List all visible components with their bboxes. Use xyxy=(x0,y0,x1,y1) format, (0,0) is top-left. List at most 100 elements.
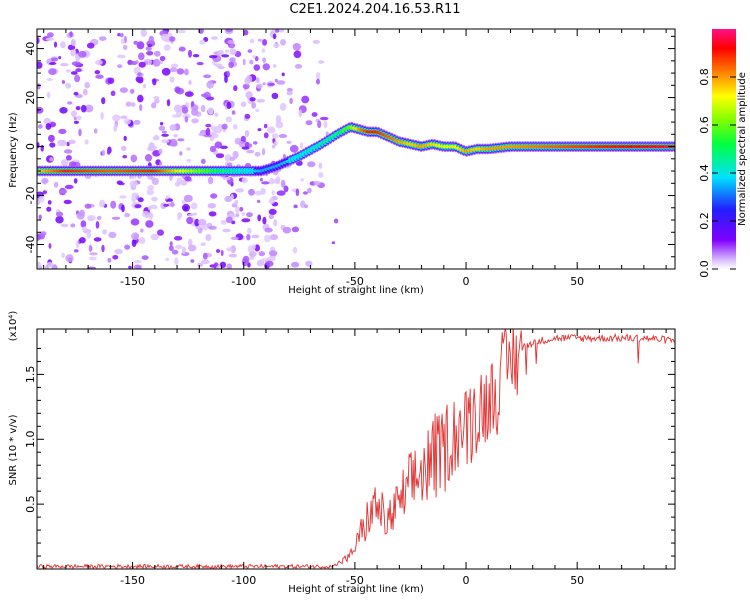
noise-speckle xyxy=(65,254,74,263)
colorbar-tick-label: 0.8 xyxy=(698,68,711,86)
noise-speckle xyxy=(138,237,146,245)
noise-speckle xyxy=(197,262,204,267)
noise-speckle xyxy=(94,70,101,75)
noise-speckle xyxy=(65,82,72,89)
noise-speckle xyxy=(165,257,170,261)
noise-speckle xyxy=(239,207,244,212)
noise-speckle xyxy=(176,68,185,75)
noise-speckle xyxy=(260,258,270,262)
noise-speckle xyxy=(195,226,201,230)
noise-speckle xyxy=(133,40,138,45)
noise-speckle xyxy=(169,124,177,131)
noise-speckle xyxy=(46,206,52,212)
noise-speckle xyxy=(267,126,276,134)
noise-speckle xyxy=(241,218,251,223)
noise-speckle xyxy=(242,58,246,66)
noise-speckle xyxy=(61,252,65,258)
noise-speckle xyxy=(300,178,304,182)
noise-speckle xyxy=(230,193,234,201)
noise-speckle xyxy=(122,155,127,159)
x-tick-label: -100 xyxy=(231,275,256,288)
noise-speckle xyxy=(123,135,127,141)
noise-speckle xyxy=(84,104,94,113)
noise-speckle xyxy=(151,196,158,202)
noise-speckle xyxy=(318,162,323,169)
noise-speckle xyxy=(122,44,128,51)
noise-speckle xyxy=(208,225,217,230)
noise-speckle xyxy=(60,62,69,67)
noise-speckle xyxy=(318,60,325,64)
noise-speckle xyxy=(142,210,150,218)
noise-speckle xyxy=(226,70,230,78)
noise-speckle xyxy=(271,144,276,149)
noise-speckle xyxy=(307,161,316,168)
noise-speckle xyxy=(168,36,176,42)
noise-speckle xyxy=(217,66,225,70)
noise-speckle xyxy=(278,134,288,138)
noise-speckle xyxy=(217,49,224,57)
noise-speckle xyxy=(102,229,108,235)
noise-speckle xyxy=(64,184,74,190)
noise-speckle xyxy=(129,88,135,94)
noise-speckle xyxy=(186,158,192,163)
colorbar-label: Normalized spectral amplitude xyxy=(737,72,748,226)
noise-speckle xyxy=(53,181,59,188)
noise-speckle xyxy=(124,244,131,250)
noise-speckle xyxy=(226,263,232,269)
noise-speckle xyxy=(42,190,47,195)
noise-speckle xyxy=(228,253,237,258)
noise-speckle xyxy=(178,46,186,52)
x-tick-label: 0 xyxy=(463,574,470,587)
noise-speckle xyxy=(192,54,200,58)
noise-speckle xyxy=(225,29,233,33)
noise-speckle xyxy=(121,145,127,151)
noise-speckle xyxy=(221,54,230,58)
noise-speckle xyxy=(86,42,95,49)
noise-speckle xyxy=(60,41,66,49)
noise-speckle xyxy=(39,231,47,236)
noise-speckle xyxy=(224,49,229,53)
noise-speckle xyxy=(200,158,206,164)
noise-speckle xyxy=(301,95,310,104)
noise-speckle xyxy=(202,252,208,260)
noise-speckle xyxy=(146,188,154,196)
noise-speckle xyxy=(313,180,321,186)
noise-speckle xyxy=(281,72,285,77)
noise-speckle xyxy=(224,195,233,203)
noise-speckle xyxy=(208,211,217,217)
noise-speckle xyxy=(161,33,170,42)
noise-speckle xyxy=(273,141,278,147)
noise-speckle xyxy=(163,44,171,51)
y-tick-label: 1.5 xyxy=(24,366,37,384)
noise-speckle xyxy=(246,149,255,154)
noise-speckle xyxy=(268,214,274,220)
y-tick-label: -20 xyxy=(24,187,37,205)
noise-speckle xyxy=(51,264,58,269)
noise-speckle xyxy=(45,264,49,269)
noise-speckle xyxy=(159,55,166,62)
noise-speckle xyxy=(139,104,143,112)
noise-speckle xyxy=(98,199,106,208)
noise-speckle xyxy=(58,189,68,194)
noise-speckle xyxy=(243,29,249,36)
noise-speckle xyxy=(118,182,125,186)
noise-speckle xyxy=(154,50,161,57)
noise-speckle xyxy=(222,176,231,181)
noise-speckle xyxy=(87,266,97,269)
x-tick-label: 50 xyxy=(570,574,584,587)
noise-speckle xyxy=(198,132,205,137)
noise-speckle xyxy=(280,39,286,46)
noise-speckle xyxy=(129,180,138,187)
noise-speckle xyxy=(260,187,266,195)
x-tick-label: -150 xyxy=(120,574,145,587)
noise-speckle xyxy=(262,82,266,86)
noise-speckle xyxy=(210,193,218,199)
noise-speckle xyxy=(298,109,303,118)
y-tick-label: 1.0 xyxy=(24,431,37,449)
noise-speckle xyxy=(187,244,197,252)
figure-title: C2E1.2024.204.16.53.R11 xyxy=(289,2,461,17)
noise-speckle xyxy=(163,203,170,207)
noise-speckle xyxy=(230,245,236,254)
noise-speckle xyxy=(248,188,255,196)
